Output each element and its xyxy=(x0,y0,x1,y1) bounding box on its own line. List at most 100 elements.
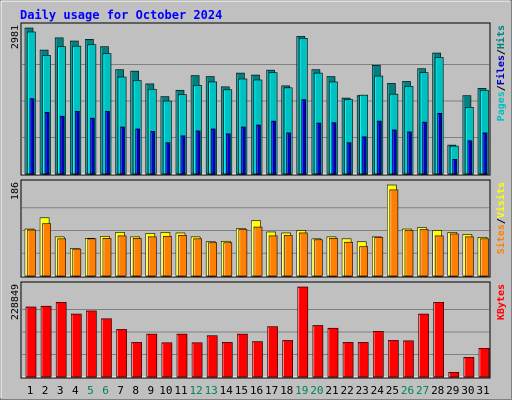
bar-sites-10 xyxy=(163,236,172,277)
bar-kbytes-8-body xyxy=(131,342,142,378)
bar-pages-6-body xyxy=(105,111,110,175)
panel-visits-sites: 186 Sites/Visits xyxy=(10,179,507,278)
bar-sites-3-body xyxy=(57,238,67,277)
bar-kbytes-19 xyxy=(297,286,309,378)
bar-kbytes-12-body xyxy=(191,342,203,378)
x-tick-label-day-30: 30 xyxy=(461,384,474,397)
bar-pages-5 xyxy=(90,117,95,175)
bar-sites-20-body xyxy=(314,239,323,277)
x-tick-label-day-20: 20 xyxy=(310,384,323,397)
bar-kbytes-4-body xyxy=(71,313,82,378)
legend: Pages/Files/Hits xyxy=(495,25,507,121)
bar-sites-19-body xyxy=(298,232,308,277)
legend-item: Files xyxy=(495,55,507,85)
bar-pages-8 xyxy=(135,128,140,175)
bar-kbytes-9 xyxy=(146,333,158,378)
bar-kbytes-2 xyxy=(40,305,52,378)
bar-kbytes-26 xyxy=(403,340,414,378)
bar-sites-31-body xyxy=(480,238,489,277)
y-max-label: 2981 xyxy=(10,25,21,49)
bar-kbytes-22-body xyxy=(342,342,354,378)
bar-sites-22 xyxy=(344,241,353,277)
bar-kbytes-12 xyxy=(191,342,203,378)
bar-pages-25-body xyxy=(392,129,397,175)
bar-kbytes-31-body xyxy=(478,347,490,378)
bar-kbytes-13-body xyxy=(206,335,218,378)
bar-pages-7-body xyxy=(120,126,125,175)
bar-sites-31 xyxy=(480,238,489,277)
bar-sites-18-body xyxy=(283,235,293,277)
bar-pages-27 xyxy=(422,121,427,175)
bar-pages-30-body xyxy=(467,140,473,175)
bar-pages-23 xyxy=(361,136,367,175)
bar-sites-2 xyxy=(42,223,51,277)
legend-item: KBytes xyxy=(496,284,507,320)
x-tick-label-day-6: 6 xyxy=(102,384,109,397)
bar-pages-13-body xyxy=(210,128,216,175)
bar-sites-30 xyxy=(465,236,474,277)
panel-kbytes: 228849 KBytes xyxy=(10,281,507,379)
bar-pages-29-body xyxy=(452,159,458,175)
bar-pages-21 xyxy=(331,122,337,175)
x-tick-label-day-25: 25 xyxy=(386,384,399,397)
bar-pages-29 xyxy=(452,159,458,175)
x-tick-label-day-3: 3 xyxy=(57,384,64,397)
bar-kbytes-10-body xyxy=(161,342,173,378)
bar-pages-10 xyxy=(165,142,171,175)
bar-pages-3 xyxy=(59,115,65,175)
bar-sites-4 xyxy=(72,248,82,277)
x-tick-label-day-1: 1 xyxy=(27,384,34,397)
bar-sites-4-body xyxy=(72,248,82,277)
bar-pages-12 xyxy=(195,130,201,175)
bar-pages-30 xyxy=(467,140,473,175)
bar-sites-27-body xyxy=(419,229,429,277)
x-axis-day-labels: 1 2 3 4 5 6 7 8 9 10 11 12 13 14 15 16 17 18 19 20 21 22 23 24 2… xyxy=(27,384,490,397)
bar-sites-1-body xyxy=(27,229,36,277)
bar-pages-1 xyxy=(29,98,35,175)
bar-pages-26 xyxy=(407,131,412,175)
x-tick-label-day-8: 8 xyxy=(132,384,139,397)
bar-sites-15-body xyxy=(238,229,248,277)
bar-pages-20-body xyxy=(316,122,322,175)
bar-pages-4 xyxy=(75,111,80,175)
bar-pages-18-body xyxy=(286,132,292,175)
bar-kbytes-18 xyxy=(282,340,294,378)
bar-kbytes-31 xyxy=(478,347,490,378)
legend: KBytes xyxy=(496,284,507,320)
bar-kbytes-6 xyxy=(101,318,112,378)
bar-pages-22-body xyxy=(346,142,352,175)
x-tick-label-day-22: 22 xyxy=(340,384,353,397)
bar-pages-6 xyxy=(105,111,110,175)
bar-pages-19 xyxy=(301,99,307,175)
legend-item: Hits xyxy=(495,25,507,49)
bar-kbytes-7-body xyxy=(116,329,127,378)
bar-pages-31 xyxy=(482,132,488,175)
bar-kbytes-14 xyxy=(222,342,233,378)
legend-item: Visits xyxy=(495,182,507,218)
y-max-label: 186 xyxy=(10,182,21,200)
bar-sites-26 xyxy=(404,230,414,277)
bar-sites-24-body xyxy=(374,237,384,277)
chart-title: Daily usage for October 2024 xyxy=(20,8,222,22)
x-tick-label-day-18: 18 xyxy=(280,384,293,397)
bar-sites-29-body xyxy=(449,233,459,277)
bar-pages-15 xyxy=(241,126,246,175)
bar-sites-3 xyxy=(57,238,67,277)
bar-kbytes-17-body xyxy=(267,326,278,378)
x-tick-label-day-23: 23 xyxy=(356,384,369,397)
bar-sites-6 xyxy=(102,238,112,277)
bar-kbytes-10 xyxy=(161,342,173,378)
bar-pages-14 xyxy=(226,133,231,175)
x-tick-label-day-5: 5 xyxy=(87,384,94,397)
x-tick-label-day-29: 29 xyxy=(446,384,459,397)
bar-sites-22-body xyxy=(344,241,353,277)
x-tick-label-day-28: 28 xyxy=(431,384,444,397)
bar-kbytes-15 xyxy=(237,333,248,378)
bar-sites-18 xyxy=(283,235,293,277)
bar-sites-25 xyxy=(389,189,399,277)
bar-pages-16 xyxy=(256,124,261,175)
bar-kbytes-28 xyxy=(433,301,445,378)
bar-kbytes-1-body xyxy=(25,306,37,378)
legend: Sites/Visits xyxy=(495,182,507,254)
x-tick-label-day-24: 24 xyxy=(371,384,385,397)
